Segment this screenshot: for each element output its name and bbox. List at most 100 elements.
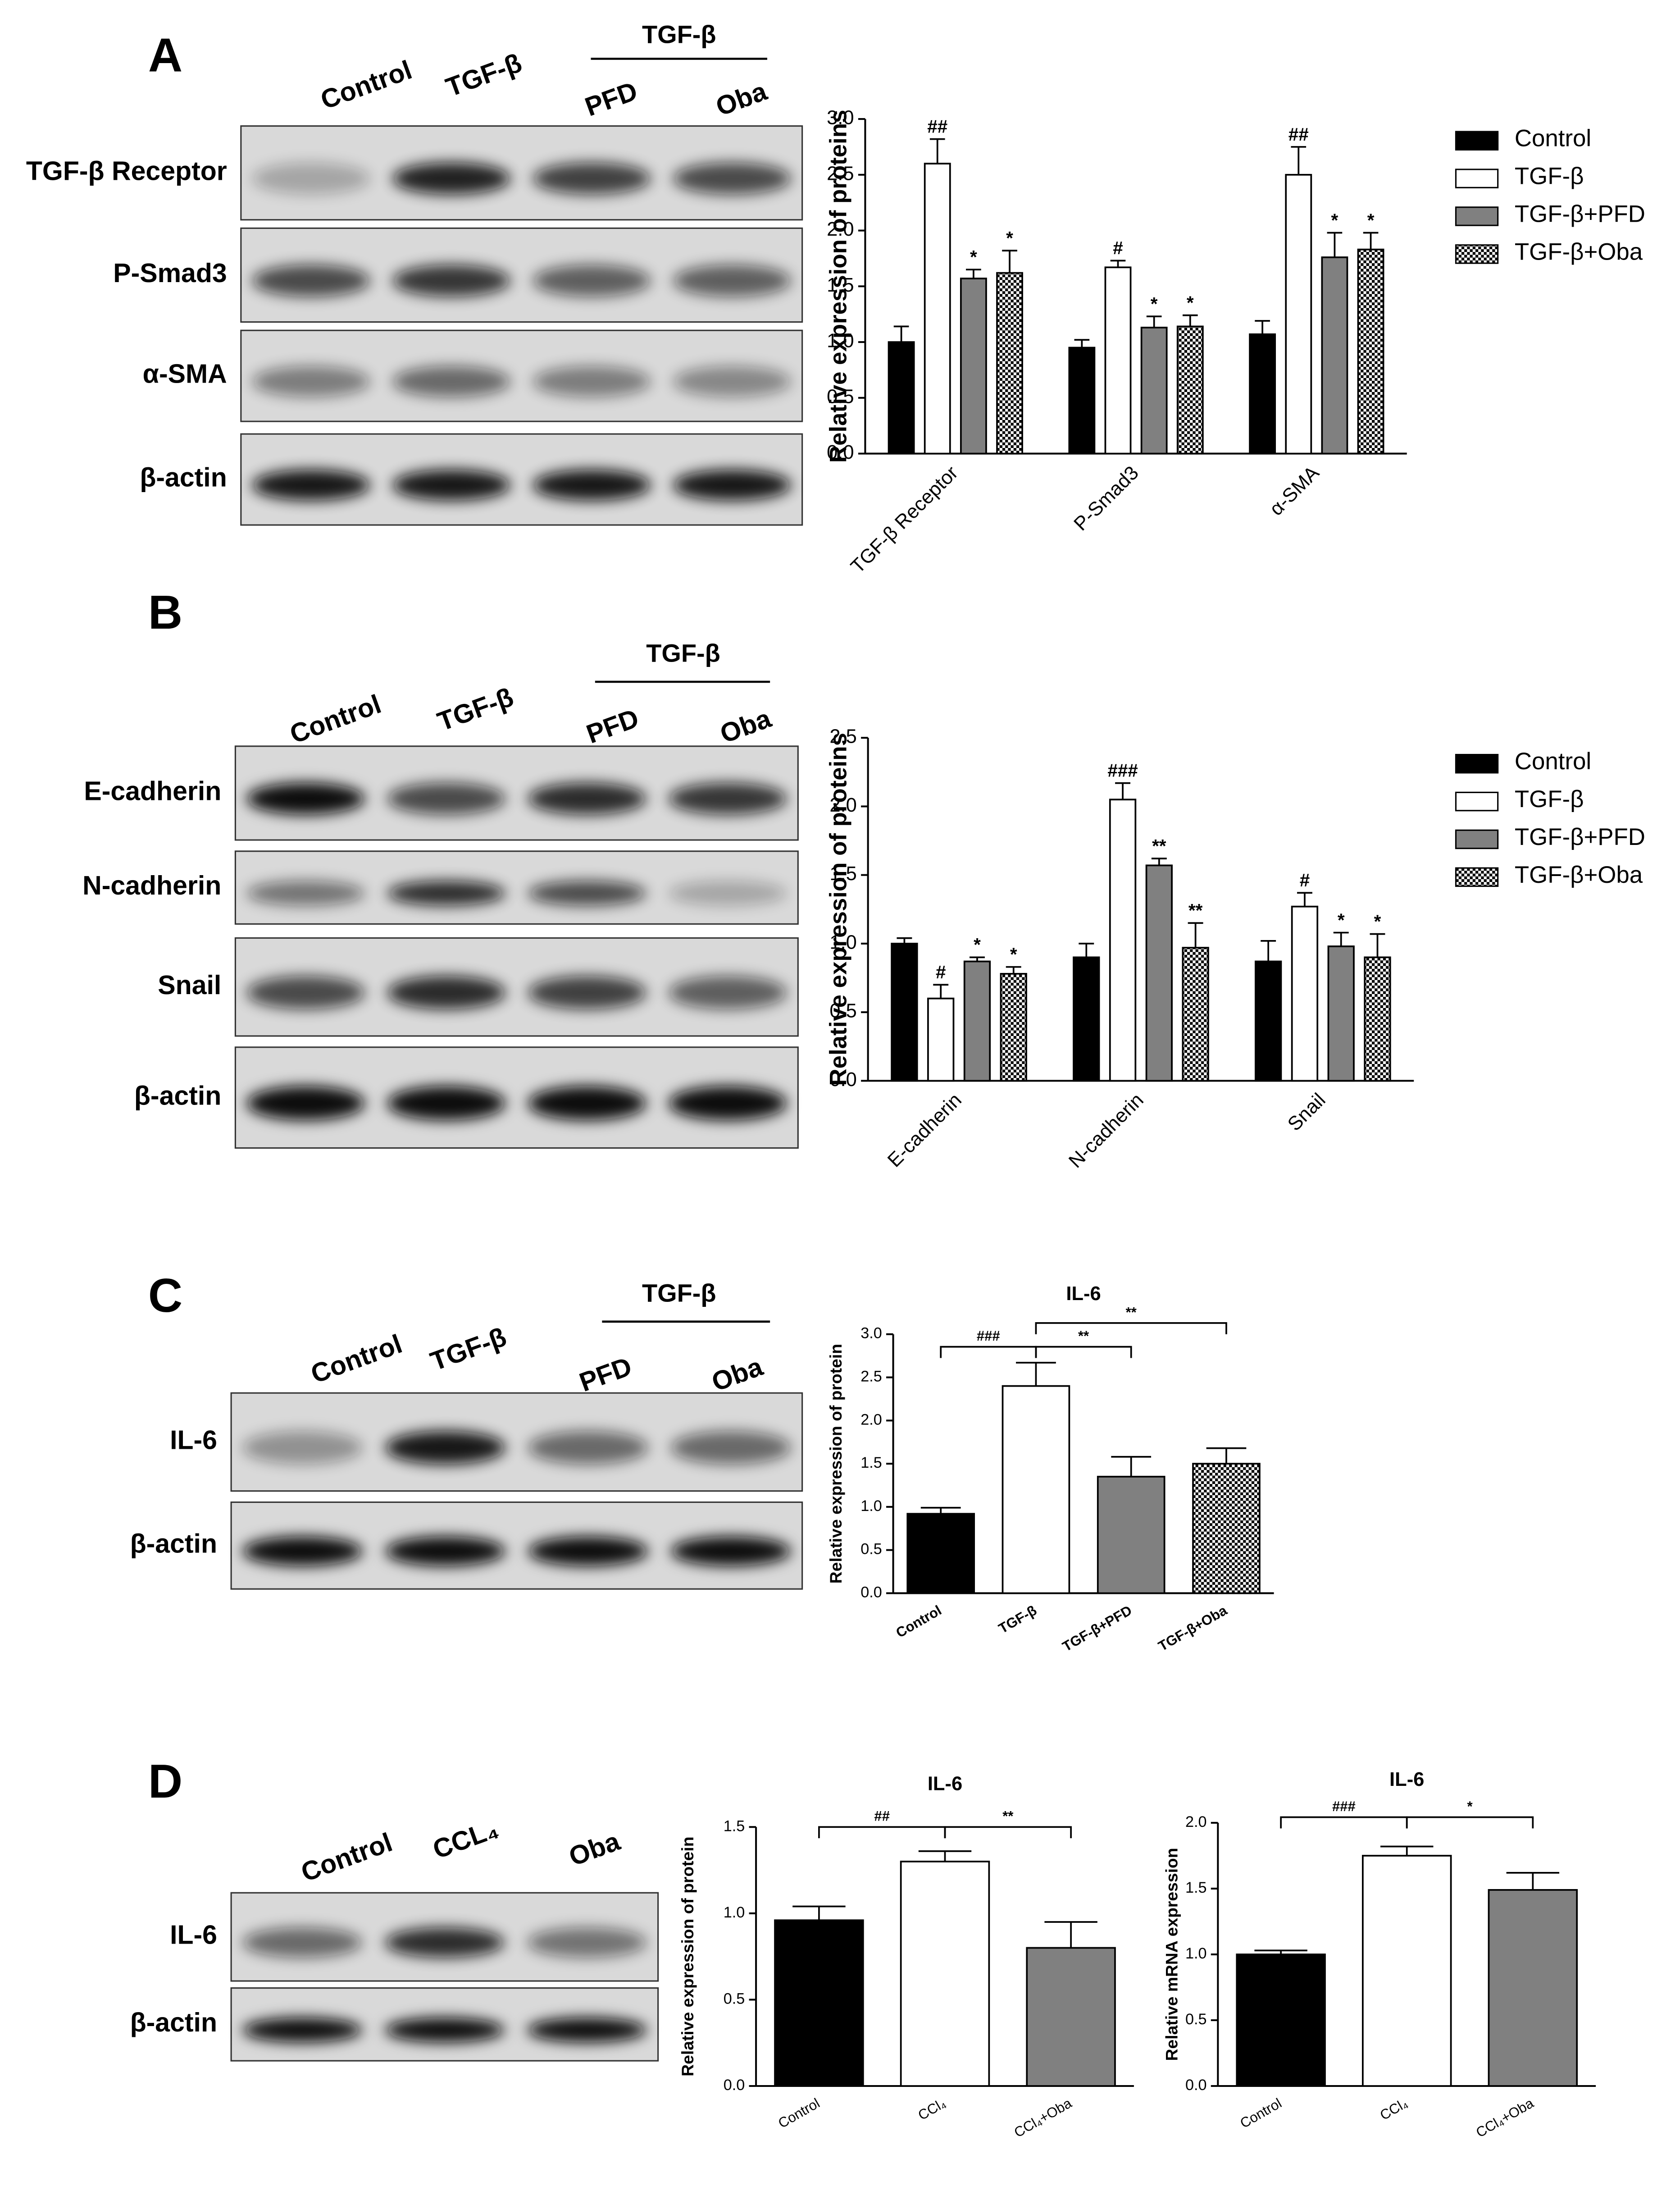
- x-tick-label: TGF-β: [996, 1602, 1039, 1637]
- blot-band: [385, 1431, 505, 1465]
- bar: [1291, 905, 1319, 1082]
- y-tick-label: 1.5: [724, 1817, 745, 1835]
- row-label: β-actin: [134, 1081, 221, 1110]
- bar: [1192, 1463, 1261, 1594]
- significance-label: *: [1010, 944, 1017, 964]
- row-label: N-cadherin: [82, 871, 221, 900]
- panel-letter: B: [148, 586, 182, 639]
- bar: [1176, 325, 1204, 455]
- y-tick-label: 0.5: [827, 386, 854, 407]
- chart-title: IL-6: [1389, 1769, 1424, 1790]
- bar: [900, 1861, 990, 2087]
- y-tick-label: 0.0: [1185, 2077, 1207, 2094]
- y-tick-label: 0.5: [1185, 2011, 1207, 2028]
- row-label: β-actin: [140, 463, 227, 493]
- row-label: IL-6: [170, 1920, 217, 1950]
- legend-swatch: [1455, 829, 1499, 849]
- legend-label: Control: [1515, 125, 1591, 152]
- lane-label: TGF-β: [427, 1322, 510, 1376]
- legend-label: TGF-β: [1515, 163, 1584, 190]
- bar: [1145, 864, 1173, 1082]
- y-tick-label: 0.0: [724, 2077, 745, 2094]
- bar: [1236, 1954, 1326, 2087]
- x-tick-label: CCl₄+Oba: [1473, 2095, 1536, 2141]
- blot-band: [392, 162, 510, 195]
- bracket: [1035, 1322, 1227, 1334]
- y-tick-label: 2.0: [1185, 1813, 1207, 1830]
- bar: [891, 943, 918, 1082]
- lane-label: Oba: [716, 703, 776, 749]
- row-label: β-actin: [130, 1529, 217, 1558]
- y-tick-label: 2.5: [829, 726, 856, 748]
- y-tick-label: 2.0: [829, 794, 856, 816]
- bar: [1026, 1947, 1116, 2087]
- row-label: TGF-β Receptor: [26, 156, 227, 186]
- bar: [1488, 1889, 1578, 2087]
- x-tick-label: TGF-β Receptor: [847, 462, 962, 578]
- significance-label: **: [1152, 835, 1166, 856]
- bar: [960, 278, 987, 455]
- x-tick-label: Control: [893, 1602, 944, 1641]
- bar: [1073, 956, 1100, 1082]
- lane-label: TGF-β: [433, 682, 517, 736]
- blot-band: [673, 265, 791, 297]
- y-tick-label: 2.5: [860, 1368, 882, 1385]
- x-tick-label: Snail: [1284, 1089, 1329, 1135]
- bar: [963, 960, 991, 1082]
- bar: [1140, 327, 1168, 455]
- y-tick-label: 1.5: [827, 274, 854, 296]
- significance-label: ##: [927, 116, 947, 137]
- bracket-label: **: [1078, 1328, 1089, 1344]
- y-axis-label: Relative expression of protein: [826, 1344, 845, 1584]
- panel-letter: D: [148, 1755, 182, 1808]
- y-tick-label: 1.0: [829, 931, 856, 953]
- row-label: β-actin: [130, 2008, 217, 2037]
- y-tick-label: 0.5: [724, 1990, 745, 2007]
- bracket-label: ##: [874, 1808, 890, 1824]
- lane-label: Control: [317, 55, 416, 115]
- blot-band: [528, 976, 647, 1009]
- blot-band: [392, 265, 510, 297]
- legend-swatch: [1455, 791, 1499, 812]
- bar: [1249, 333, 1276, 455]
- blot-band: [246, 1086, 365, 1121]
- blot-band: [528, 1431, 648, 1465]
- bracket: [1280, 1816, 1408, 1829]
- x-tick-label: TGF-β+PFD: [1060, 1602, 1134, 1655]
- y-axis-label: Relative expression of protein: [678, 1837, 697, 2077]
- lane-label: Control: [297, 1827, 396, 1888]
- bar: [1357, 248, 1384, 455]
- bar: [888, 341, 915, 455]
- y-tick-label: 2.0: [860, 1411, 882, 1428]
- group-label: TGF-β: [646, 639, 720, 667]
- y-tick-label: 0.0: [827, 442, 854, 463]
- blot-band: [242, 1927, 362, 1958]
- legend-label: TGF-β+PFD: [1515, 201, 1645, 227]
- row-label: Snail: [158, 970, 221, 1000]
- y-tick-label: 1.0: [724, 1904, 745, 1921]
- bracket-label: *: [1467, 1798, 1473, 1814]
- lane-label: Oba: [708, 1351, 767, 1397]
- y-tick-label: 2.5: [827, 163, 854, 184]
- blot-band: [392, 470, 510, 501]
- blot-band: [242, 2018, 362, 2043]
- blot-band: [387, 782, 505, 815]
- bar: [1327, 945, 1355, 1082]
- legend-label: TGF-β+PFD: [1515, 824, 1645, 850]
- y-tick-label: 1.5: [829, 863, 856, 885]
- blot-band: [252, 265, 370, 297]
- bar: [1361, 1855, 1452, 2087]
- bar: [1002, 1385, 1070, 1594]
- legend-swatch: [1455, 131, 1499, 151]
- lane-label: PFD: [581, 76, 642, 122]
- significance-label: *: [1367, 210, 1375, 230]
- blot-band: [671, 1536, 791, 1566]
- lane-label: PFD: [575, 1351, 636, 1397]
- blot-band: [387, 881, 505, 906]
- y-tick-label: 1.0: [1185, 1945, 1207, 1962]
- x-tick-label: CCl₄+Oba: [1011, 2095, 1074, 2141]
- y-tick-label: 3.0: [827, 107, 854, 129]
- lane-label: PFD: [583, 703, 643, 749]
- significance-label: *: [1006, 228, 1013, 248]
- bracket: [1035, 1346, 1132, 1358]
